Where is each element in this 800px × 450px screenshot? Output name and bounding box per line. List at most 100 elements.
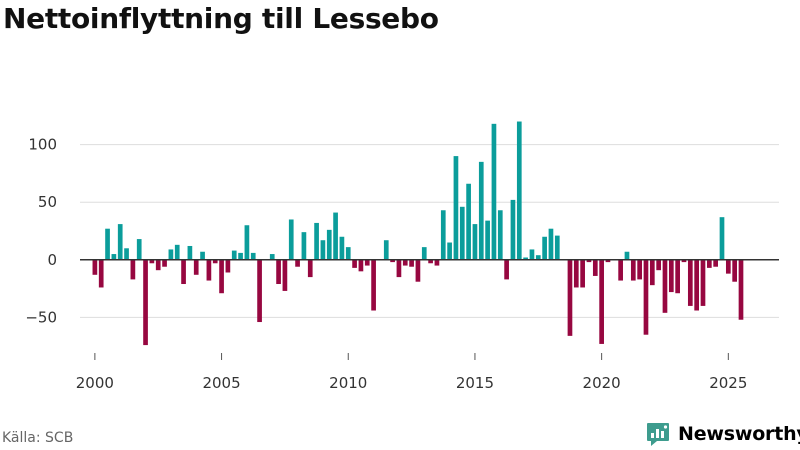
bar [491,123,497,260]
bar [396,259,402,278]
x-tick-label: 2005 [202,374,240,392]
bar [548,228,554,260]
bars [92,121,744,346]
chart-title: Nettoinflyttning till Lessebo [3,2,439,35]
bar [257,259,262,323]
bar [98,259,104,288]
bar [687,259,693,306]
x-tick-label: 2025 [709,374,747,392]
bar [212,259,218,264]
bar [105,228,110,260]
x-tick-label: 2020 [583,374,621,392]
bar [675,259,680,294]
bar [694,259,699,311]
bar [117,224,123,260]
bar [143,259,148,346]
bar [434,259,440,266]
bar [725,259,731,274]
y-tick-label: 50 [38,193,57,211]
bar [174,244,180,260]
y-tick-label: 100 [28,136,57,154]
bar [472,224,478,260]
bar [92,259,98,275]
bar [668,259,674,293]
bar [231,250,237,260]
bar [383,240,389,260]
y-tick-label: 0 [47,251,57,269]
bar [168,249,174,260]
bar [187,245,193,260]
bar [466,183,471,260]
bar [624,251,630,260]
bar [516,121,522,260]
bar [637,259,642,280]
bar [510,199,516,260]
x-tick-label: 2015 [456,374,494,392]
bar [130,259,136,280]
bar [244,225,250,260]
bar [599,259,604,344]
bar [301,232,307,260]
bar [478,161,484,260]
bar [649,259,655,286]
bar [428,259,433,264]
bar [554,235,560,260]
gridlines [80,144,779,318]
bar [719,217,725,260]
bar [523,257,528,260]
y-axis-labels: −50 0 50 100 [25,136,57,327]
bar [320,240,326,260]
bar [136,239,142,260]
bar [738,259,744,320]
bar [345,247,351,260]
y-tick-label: −50 [25,308,57,326]
bar [352,259,357,268]
bar [485,220,490,260]
bar [250,252,256,260]
bar [282,259,288,291]
bar [542,236,547,260]
bar [732,259,737,282]
bar [193,259,199,275]
bar [681,259,687,263]
newsworthy-logo-icon [647,423,669,446]
brand-name: Newsworthy [678,423,800,445]
bar [181,259,186,285]
bar [580,259,585,288]
bar [656,259,661,271]
bar [307,259,313,278]
bar [415,259,421,282]
bar [219,259,224,294]
bar [497,210,503,260]
bar [402,259,408,266]
bar [605,259,611,263]
bar [567,259,573,336]
bar [111,254,117,260]
bar [314,222,319,260]
bar [206,259,212,281]
bar [440,210,446,260]
bar [333,212,338,260]
newsworthy-brand[interactable]: Newsworthy [645,421,800,447]
bar [269,254,275,260]
bar [453,156,459,260]
bar [295,259,300,267]
bar [326,229,332,260]
bar [535,255,541,260]
bar [592,259,598,276]
bar [706,259,712,268]
bar [504,259,509,280]
bar [713,259,718,267]
bar [371,259,376,311]
bar [390,259,395,263]
bar [409,259,414,267]
bar [643,259,649,335]
bar [124,248,129,260]
bar [618,259,623,281]
bar [529,249,535,260]
bar [364,259,370,266]
bar [339,236,345,260]
bar [459,206,465,260]
bar [149,259,155,264]
